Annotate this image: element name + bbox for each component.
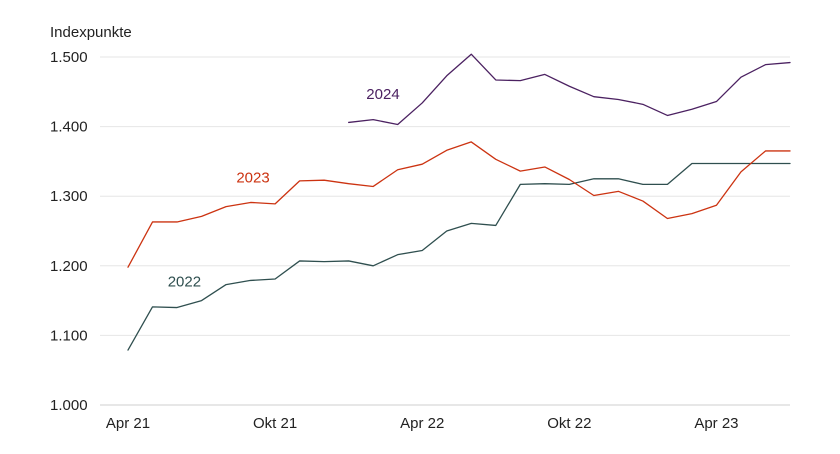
y-tick-label: 1.000 <box>50 397 88 414</box>
x-tick-label: Apr 21 <box>106 415 150 432</box>
series-line-2022 <box>127 162 791 351</box>
series-label-2023: 2023 <box>236 169 269 186</box>
series-labels: 2022 2023 2024 <box>168 86 400 291</box>
y-tick-label: 1.500 <box>50 49 88 66</box>
series-line-2023 <box>127 141 791 268</box>
y-tick-label: 1.300 <box>50 188 88 205</box>
grid <box>100 56 790 406</box>
y-axis-ticks: 1.000 1.100 1.200 1.300 1.400 1.500 <box>50 49 88 414</box>
x-axis-ticks: Apr 21 Okt 21 Apr 22 Okt 22 Apr 23 <box>106 415 739 432</box>
x-tick-label: Apr 23 <box>694 415 738 432</box>
series-label-2022: 2022 <box>168 274 201 291</box>
series-lines <box>127 53 791 351</box>
y-tick-label: 1.400 <box>50 119 88 136</box>
x-tick-label: Okt 21 <box>253 415 297 432</box>
x-tick-label: Apr 22 <box>400 415 444 432</box>
y-tick-label: 1.200 <box>50 258 88 275</box>
y-tick-label: 1.100 <box>50 327 88 344</box>
x-tick-label: Okt 22 <box>547 415 591 432</box>
series-label-2024: 2024 <box>366 86 399 103</box>
y-axis-title: Indexpunkte <box>50 24 132 41</box>
series-line-2024 <box>348 53 791 126</box>
